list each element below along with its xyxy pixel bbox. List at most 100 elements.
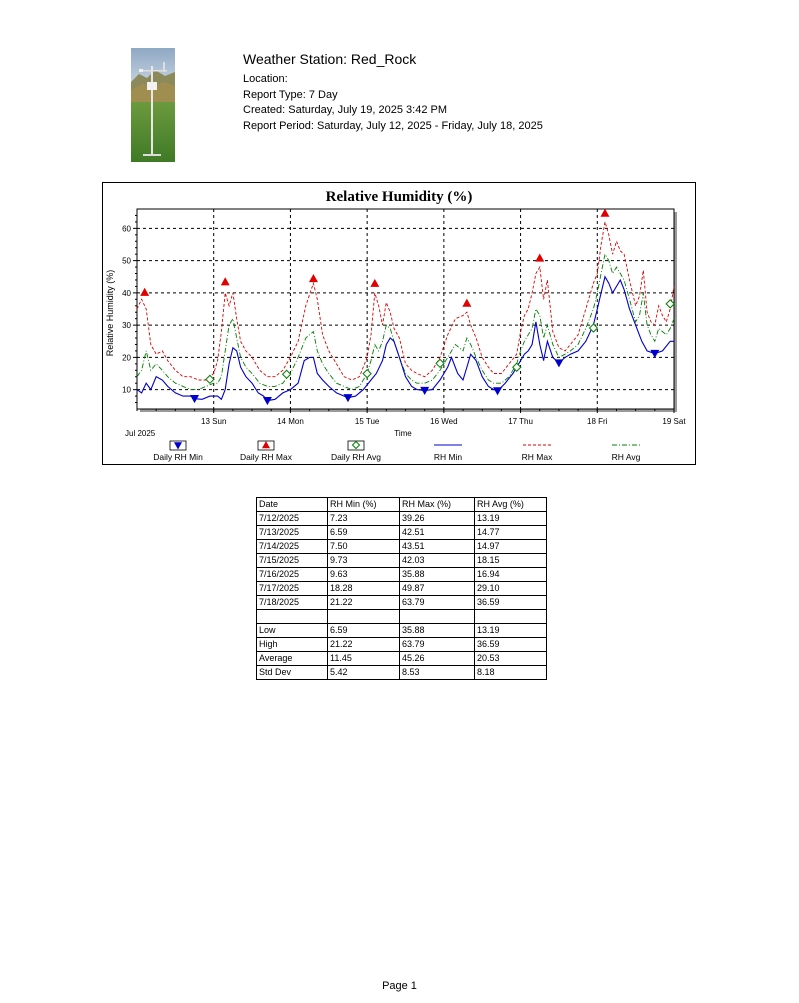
rh-max-line xyxy=(136,221,675,381)
table-row-cell: 49.87 xyxy=(399,581,475,596)
daily-rh-avg-marker xyxy=(362,368,372,379)
table-row-cell: 14.77 xyxy=(474,525,547,540)
table-summary-row-cell: 36.59 xyxy=(474,637,547,652)
table-row-cell: 7/14/2025 xyxy=(256,539,328,554)
daily-rh-max-marker xyxy=(140,287,150,296)
y-tick-label: 30 xyxy=(122,321,131,330)
humidity-chart-frame: Relative Humidity (%) 10 20 30 40 50 60 Jul 202… xyxy=(102,182,696,465)
location-line: Location: xyxy=(243,73,288,85)
station-photo xyxy=(131,48,175,162)
table-row-cell: 63.79 xyxy=(399,595,475,610)
chart-title: Relative Humidity (%) xyxy=(326,189,473,205)
legend-rh-avg-marker xyxy=(351,440,361,450)
legend-label: Daily RH Min xyxy=(153,452,203,462)
created-line: Created: Saturday, July 19, 2025 3:42 PM xyxy=(243,104,448,116)
table-row-cell: 9.63 xyxy=(327,567,400,582)
daily-humidity-table: Date RH Min (%) RH Max (%) RH Avg (%) 7/12/2… xyxy=(256,497,547,680)
table-header-row-cell: RH Max (%) xyxy=(399,497,475,512)
table-row-cell: 7/16/2025 xyxy=(256,567,328,582)
table-row-cell: 7/15/2025 xyxy=(256,553,328,568)
table-summary-row: Low 6.59 35.88 13.19 xyxy=(256,623,547,638)
table-summary-row-cell: 13.19 xyxy=(474,623,547,638)
x-tick-label: Jul 2025 xyxy=(125,429,156,438)
daily-rh-min-marker xyxy=(190,394,200,404)
y-tick-label: 10 xyxy=(122,386,131,395)
daily-rh-max-marker xyxy=(462,298,472,307)
table-row: 7/14/2025 7.50 43.51 14.97 xyxy=(256,539,547,554)
table-summary-row-cell: 35.88 xyxy=(399,623,475,638)
daily-rh-min-marker xyxy=(554,359,564,368)
table-row-cell: 35.88 xyxy=(399,567,475,582)
daily-rh-avg-marker xyxy=(205,374,215,385)
table-row-cell: 16.94 xyxy=(474,567,547,582)
station-title: Weather Station: Red_Rock xyxy=(243,51,417,67)
table-summary-row-cell: 8.18 xyxy=(474,665,547,680)
table-spacer-row-cell xyxy=(327,609,400,624)
table-spacer-row-cell xyxy=(399,609,475,624)
legend-item: RH Max xyxy=(522,444,553,462)
x-tick-label: 19 Sat xyxy=(662,417,686,426)
table-row-cell: 9.73 xyxy=(327,553,400,568)
x-tick-label: 15 Tue xyxy=(355,417,380,426)
table-row-cell: 7/13/2025 xyxy=(256,525,328,540)
table-spacer-row-cell xyxy=(256,609,328,624)
daily-rh-max-marker xyxy=(220,277,230,286)
table-row-cell: 6.59 xyxy=(327,525,400,540)
daily-rh-min-marker xyxy=(493,387,503,396)
daily-rh-avg-marker xyxy=(665,299,675,309)
table-summary-row-cell: 11.45 xyxy=(327,651,400,666)
daily-rh-min-marker xyxy=(420,386,430,396)
table-row-cell: 29.10 xyxy=(474,581,547,596)
table-row: 7/12/2025 7.23 39.26 13.19 xyxy=(256,511,547,526)
table-row-cell: 42.51 xyxy=(399,525,475,540)
table-row: 7/13/2025 6.59 42.51 14.77 xyxy=(256,525,547,540)
plot-area xyxy=(136,208,675,410)
daily-rh-max-marker xyxy=(370,278,380,287)
report-header: Weather Station: Red_Rock Location: Repo… xyxy=(243,50,543,134)
table-header-row-cell: Date xyxy=(256,497,328,512)
legend-item: RH Avg xyxy=(612,444,641,462)
table-row-cell: 36.59 xyxy=(474,595,547,610)
daily-rh-avg-marker xyxy=(588,323,599,333)
legend-label: RH Max xyxy=(522,452,553,462)
table-summary-row: Std Dev 5.42 8.53 8.18 xyxy=(256,665,547,680)
daily-rh-min-marker xyxy=(262,397,272,406)
table-summary-row-cell: Average xyxy=(256,651,328,666)
page-number: Page 1 xyxy=(382,980,417,992)
legend-rh-min-marker xyxy=(174,442,182,450)
daily-rh-avg-marker xyxy=(281,369,292,379)
y-tick-label: 20 xyxy=(122,353,131,362)
table-row: 7/15/2025 9.73 42.03 18.15 xyxy=(256,553,547,568)
table-summary-row-cell: 21.22 xyxy=(327,637,400,652)
daily-rh-max-marker xyxy=(600,208,610,217)
daily-rh-max-marker xyxy=(308,274,318,283)
legend-item: Daily RH Min xyxy=(153,440,203,462)
table-row: 7/18/2025 21.22 63.79 36.59 xyxy=(256,595,547,610)
daily-rh-max-marker xyxy=(535,253,545,262)
rh-avg-line xyxy=(136,252,675,391)
table-row-cell: 21.22 xyxy=(327,595,400,610)
table-summary-row-cell: High xyxy=(256,637,328,652)
table-row-cell: 7.23 xyxy=(327,511,400,526)
table-row-cell: 43.51 xyxy=(399,539,475,554)
table-row-cell: 7.50 xyxy=(327,539,400,554)
table-header-row-cell: RH Avg (%) xyxy=(474,497,547,512)
x-axis-label: Time xyxy=(394,429,412,438)
x-tick-label: 18 Fri xyxy=(587,417,608,426)
table-spacer-row xyxy=(256,609,547,624)
y-axis-label: Relative Humidity (%) xyxy=(105,270,115,357)
report-period-line: Report Period: Saturday, July 12, 2025 -… xyxy=(243,119,543,132)
x-tick-label: 13 Sun xyxy=(201,417,226,426)
table-row-cell: 42.03 xyxy=(399,553,475,568)
table-row-cell: 7/17/2025 xyxy=(256,581,328,596)
daily-rh-min-marker xyxy=(650,349,660,358)
humidity-chart: Relative Humidity (%) 10 20 30 40 50 60 Jul 202… xyxy=(105,189,686,462)
table-summary-row: Average 11.45 45.26 20.53 xyxy=(256,651,547,666)
table-row: 7/16/2025 9.63 35.88 16.94 xyxy=(256,567,547,582)
daily-rh-min-marker xyxy=(343,394,353,403)
table-summary-row-cell: 8.53 xyxy=(399,665,475,680)
table-summary-row-cell: Low xyxy=(256,623,328,638)
daily-rh-avg-marker xyxy=(512,362,522,372)
table-row: 7/17/2025 18.28 49.87 29.10 xyxy=(256,581,547,596)
table-row-cell: 18.15 xyxy=(474,553,547,568)
